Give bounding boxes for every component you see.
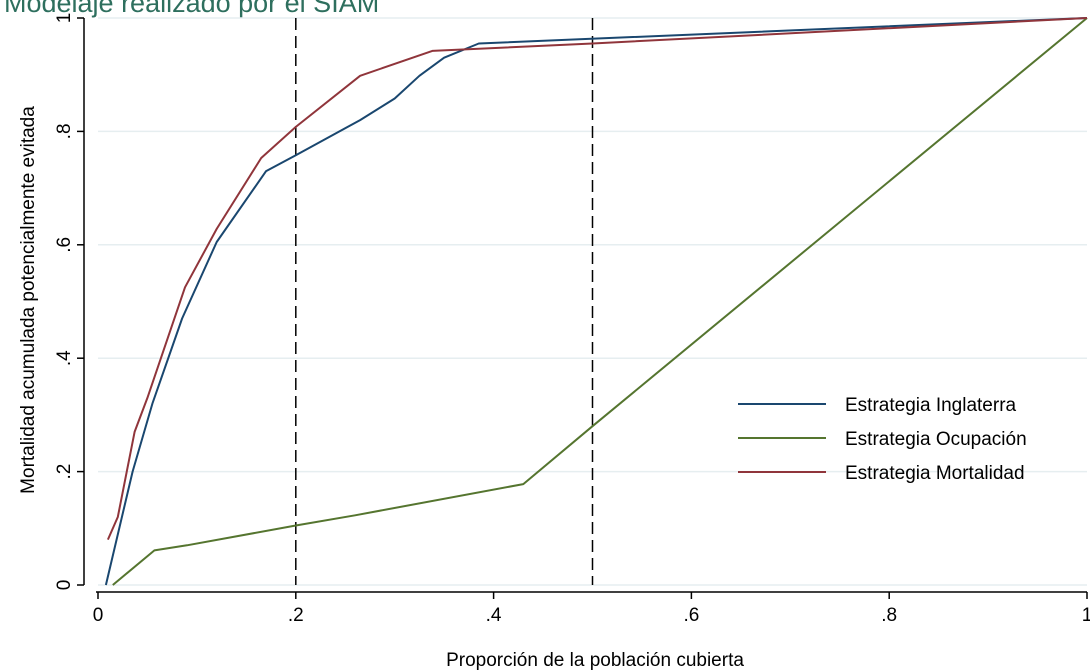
y-tick-label-3: .6 (54, 237, 75, 253)
x-tick-label-5: 1 (1082, 605, 1090, 626)
x-tick-label-3: .6 (683, 605, 699, 626)
x-axis-ticks: 0 .2 .4 .6 .8 1 (93, 592, 1090, 626)
y-tick-label-0: 0 (54, 580, 75, 591)
legend-label-0: Estrategia Inglaterra (845, 395, 1017, 416)
series-line-1 (112, 17, 1088, 586)
y-tick-label-5: 1 (54, 13, 75, 24)
series-group (104, 17, 1088, 586)
y-tick-label-1: .2 (54, 464, 75, 480)
reference-lines (295, 18, 594, 585)
y-tick-label-2: .4 (54, 350, 75, 366)
legend-label-1: Estrategia Ocupación (845, 429, 1027, 450)
y-tick-label-4: .8 (54, 123, 75, 139)
legend: Estrategia Inglaterra Estrategia Ocupació… (738, 395, 1027, 484)
chart-title: Modelaje realizado por el SIAM (4, 0, 379, 18)
series-line-2 (106, 17, 1088, 541)
y-axis-label: Mortalidad acumulada potencialmente evit… (18, 106, 39, 494)
x-tick-label-4: .8 (881, 605, 897, 626)
x-tick-label-1: .2 (288, 605, 304, 626)
x-tick-label-0: 0 (93, 605, 104, 626)
x-axis-label: Proporción de la población cubierta (446, 650, 744, 671)
y-axis-ticks: 0 .2 .4 .6 .8 1 (54, 13, 84, 591)
series-line-0 (104, 17, 1088, 586)
grid-lines (98, 17, 1087, 586)
x-tick-label-2: .4 (486, 605, 502, 626)
legend-label-2: Estrategia Mortalidad (845, 463, 1025, 484)
